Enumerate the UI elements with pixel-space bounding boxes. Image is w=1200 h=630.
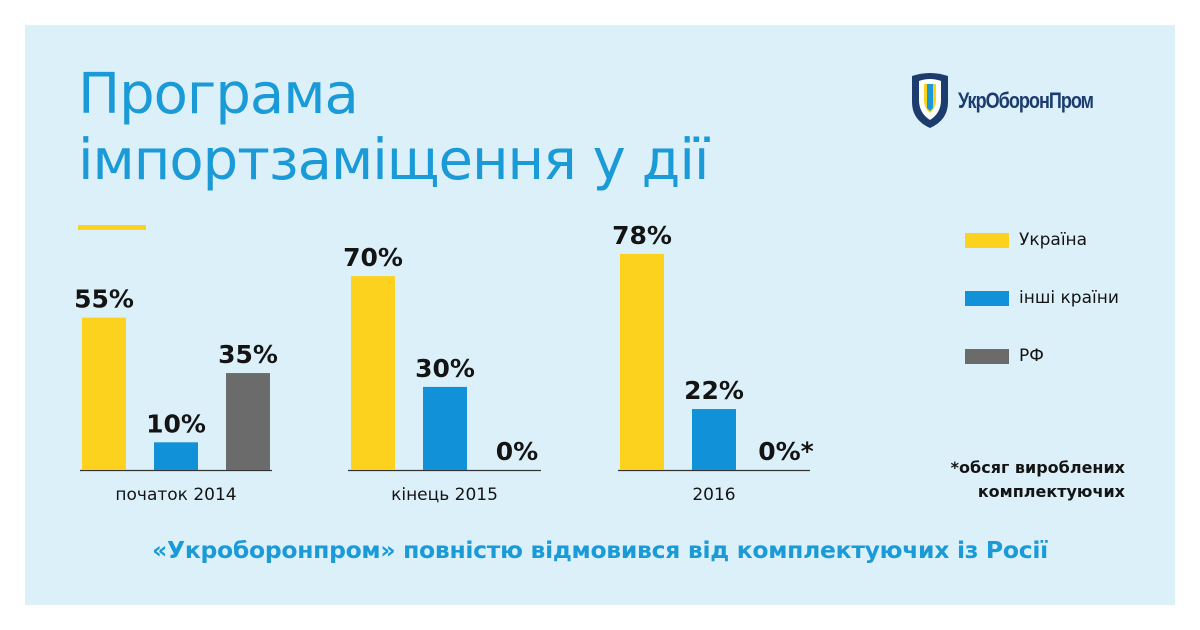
category-label: початок 2014 bbox=[115, 485, 236, 505]
legend-swatch bbox=[965, 232, 1009, 248]
legend-item: Україна bbox=[965, 228, 1119, 252]
bar bbox=[82, 317, 126, 470]
bar bbox=[351, 276, 395, 470]
legend-label: інші країни bbox=[1019, 288, 1119, 308]
title-underline bbox=[78, 225, 146, 230]
data-label: 70% bbox=[343, 243, 403, 272]
data-label: 55% bbox=[74, 285, 134, 314]
title-line-1: Програма bbox=[78, 62, 359, 127]
legend-label: РФ bbox=[1019, 346, 1044, 366]
page-title: Програма імпортзаміщення у дії bbox=[78, 62, 709, 194]
bar bbox=[423, 386, 467, 470]
legend-item: РФ bbox=[965, 344, 1119, 368]
bottom-statement: «Укроборонпром» повністю відмовився від … bbox=[152, 536, 1048, 564]
bar bbox=[692, 409, 736, 470]
category-label: кінець 2015 bbox=[391, 485, 498, 505]
data-label: 10% bbox=[146, 409, 206, 438]
data-label: 35% bbox=[218, 340, 278, 369]
category-label: 2016 bbox=[692, 485, 735, 505]
legend-label: Україна bbox=[1019, 230, 1088, 250]
bar bbox=[620, 253, 664, 470]
legend-swatch bbox=[965, 290, 1009, 306]
data-label: 0% bbox=[496, 437, 538, 466]
footnote-line-1: *обсяг вироблених bbox=[950, 458, 1125, 477]
shield-icon bbox=[912, 73, 948, 128]
legend-item: інші країни bbox=[965, 286, 1119, 310]
bar bbox=[226, 373, 270, 470]
legend-swatch bbox=[965, 348, 1009, 364]
footnote: *обсяг вироблених комплектуючих bbox=[900, 456, 1125, 504]
data-label: 22% bbox=[684, 376, 744, 405]
footnote-line-2: комплектуючих bbox=[977, 482, 1125, 501]
data-label: 78% bbox=[612, 221, 672, 250]
data-label: 30% bbox=[415, 354, 475, 383]
bar bbox=[154, 442, 198, 470]
title-line-2: імпортзаміщення у дії bbox=[78, 128, 709, 193]
infographic-panel bbox=[25, 25, 1175, 605]
legend: Україна інші країни РФ bbox=[965, 228, 1119, 402]
logo-text: УкрОборонПром bbox=[958, 88, 1094, 113]
data-label: 0%* bbox=[758, 437, 814, 466]
logo: УкрОборонПром bbox=[908, 72, 1123, 130]
